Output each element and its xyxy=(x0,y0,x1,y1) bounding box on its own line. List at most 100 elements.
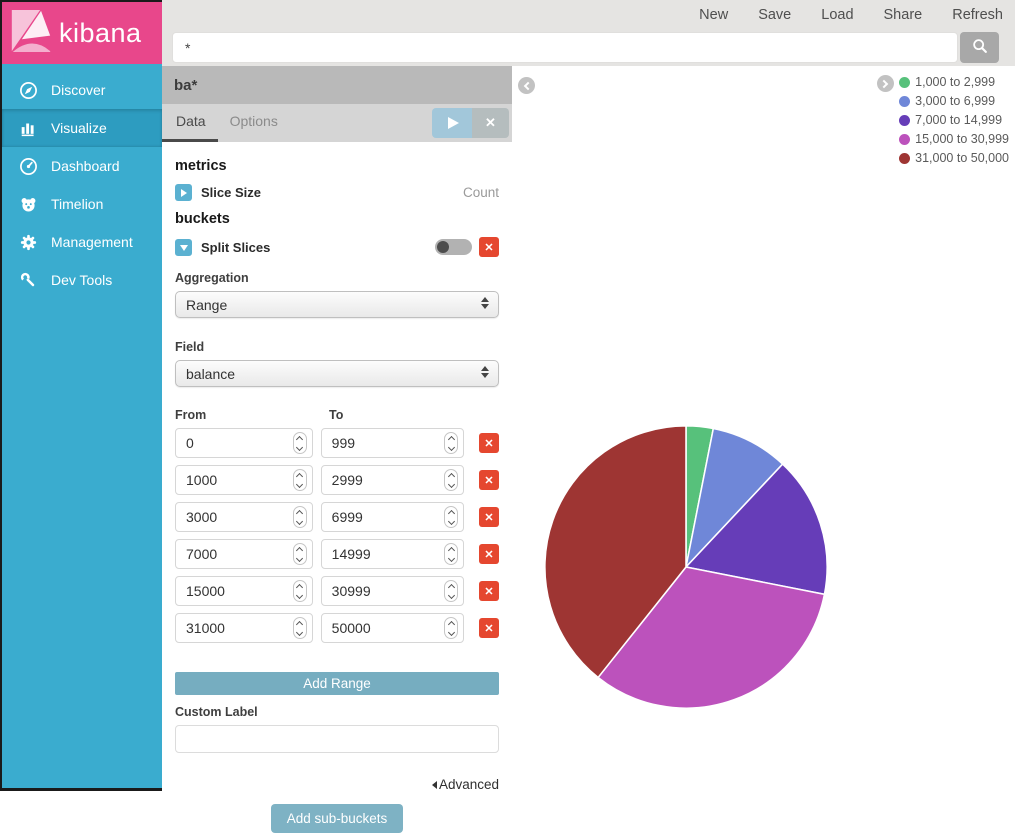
menu-refresh[interactable]: Refresh xyxy=(952,7,1003,23)
range-to-input[interactable] xyxy=(320,613,464,643)
stepper-icon[interactable] xyxy=(292,580,307,602)
range-row: ✕ xyxy=(175,576,499,606)
stepper-icon[interactable] xyxy=(444,506,458,528)
pie-slice-4[interactable] xyxy=(544,425,687,679)
legend-label: 7,000 to 14,999 xyxy=(915,113,1003,127)
stepper-icon[interactable] xyxy=(292,543,307,565)
sidebar-item-label: Timelion xyxy=(51,196,104,212)
legend-label: 31,000 to 50,000 xyxy=(915,151,1009,165)
stepper-icon[interactable] xyxy=(444,617,458,639)
sidebar-item-discover[interactable]: Discover xyxy=(2,71,162,109)
menu-share[interactable]: Share xyxy=(883,7,923,23)
legend-item[interactable]: 1,000 to 2,999 xyxy=(899,75,1009,89)
collapse-split-slices-button[interactable] xyxy=(175,238,192,256)
custom-label-input[interactable] xyxy=(175,725,499,753)
sidebar-item-management[interactable]: Management xyxy=(2,223,162,261)
collapse-editor-button[interactable] xyxy=(518,77,535,94)
enable-bucket-toggle[interactable] xyxy=(435,239,472,255)
range-from-input[interactable] xyxy=(175,613,313,643)
field-value: balance xyxy=(186,365,236,382)
menu-load[interactable]: Load xyxy=(821,7,854,23)
tab-data[interactable]: Data xyxy=(162,104,218,142)
sidebar-item-dev-tools[interactable]: Dev Tools xyxy=(2,261,162,299)
menu-save[interactable]: Save xyxy=(758,7,792,23)
stepper-icon[interactable] xyxy=(444,432,458,454)
legend-item[interactable]: 31,000 to 50,000 xyxy=(899,151,1009,165)
x-icon: ✕ xyxy=(484,474,494,487)
bear-icon xyxy=(18,194,38,214)
editor-action-buttons: ✕ xyxy=(432,108,509,138)
app-title: kibana xyxy=(59,17,142,48)
range-from-input[interactable] xyxy=(175,428,313,458)
bar-chart-icon xyxy=(18,118,38,138)
add-range-button[interactable]: Add Range xyxy=(175,672,499,695)
tab-options[interactable]: Options xyxy=(229,113,278,129)
sidebar-item-label: Dev Tools xyxy=(51,272,113,288)
search-button[interactable] xyxy=(960,32,999,63)
stepper-icon[interactable] xyxy=(292,617,307,639)
pie-chart xyxy=(540,421,832,713)
menu-new[interactable]: New xyxy=(699,7,729,23)
range-from-input[interactable] xyxy=(175,465,313,495)
stepper-icon[interactable] xyxy=(292,432,307,454)
split-slices-label[interactable]: Split Slices xyxy=(201,239,271,255)
x-icon: ✕ xyxy=(484,585,494,598)
to-label: To xyxy=(329,408,344,422)
advanced-label: Advanced xyxy=(438,777,499,792)
range-from-input[interactable] xyxy=(175,502,313,532)
legend-item[interactable]: 7,000 to 14,999 xyxy=(899,113,1009,127)
sidebar-item-timelion[interactable]: Timelion xyxy=(2,185,162,223)
kibana-logo[interactable]: kibana xyxy=(2,2,162,64)
chevron-right-icon xyxy=(181,188,187,197)
range-to-input[interactable] xyxy=(320,539,464,569)
collapse-legend-button[interactable] xyxy=(877,75,895,92)
stepper-icon[interactable] xyxy=(444,580,458,602)
stepper-icon[interactable] xyxy=(292,506,307,528)
legend-label: 15,000 to 30,999 xyxy=(915,132,1009,146)
delete-range-button[interactable]: ✕ xyxy=(479,544,499,564)
add-sub-buckets-button[interactable]: Add sub-buckets xyxy=(270,804,404,833)
stepper-icon[interactable] xyxy=(444,543,458,565)
field-select[interactable]: balance xyxy=(175,360,499,387)
range-to-input[interactable] xyxy=(320,465,464,495)
gauge-icon xyxy=(18,156,38,176)
visualization-area: 1,000 to 2,999 3,000 to 6,999 7,000 to 14,… xyxy=(512,66,1015,791)
aggregation-label: Aggregation xyxy=(175,271,249,285)
editor-body: metrics Slice Size Count buckets Split S… xyxy=(162,142,512,833)
pie-slice-2[interactable] xyxy=(684,463,828,596)
range-to-input[interactable] xyxy=(320,428,464,458)
legend-item[interactable]: 15,000 to 30,999 xyxy=(899,132,1009,146)
remove-bucket-button[interactable]: ✕ xyxy=(479,237,499,257)
search-bar xyxy=(172,32,999,63)
stepper-icon[interactable] xyxy=(292,469,307,491)
advanced-toggle[interactable]: Advanced xyxy=(175,777,499,792)
legend-label: 1,000 to 2,999 xyxy=(915,75,996,89)
select-caret-icon xyxy=(481,297,489,309)
discard-changes-button[interactable]: ✕ xyxy=(472,108,509,138)
pie-slice-3[interactable] xyxy=(597,566,826,709)
range-to-input[interactable] xyxy=(320,576,464,606)
sidebar-item-dashboard[interactable]: Dashboard xyxy=(2,147,162,185)
delete-range-button[interactable]: ✕ xyxy=(479,470,499,490)
delete-range-button[interactable]: ✕ xyxy=(479,507,499,527)
slice-size-value: Count xyxy=(462,185,499,200)
delete-range-button[interactable]: ✕ xyxy=(479,581,499,601)
delete-range-button[interactable]: ✕ xyxy=(479,618,499,638)
editor-tabbar: Data Options ✕ xyxy=(162,104,512,142)
sidebar-item-label: Dashboard xyxy=(51,158,120,174)
legend-item[interactable]: 3,000 to 6,999 xyxy=(899,94,1009,108)
close-icon: ✕ xyxy=(485,115,496,130)
delete-range-button[interactable]: ✕ xyxy=(479,433,499,453)
sidebar-item-label: Visualize xyxy=(51,120,107,136)
range-from-input[interactable] xyxy=(175,576,313,606)
stepper-icon[interactable] xyxy=(444,469,458,491)
slice-size-label[interactable]: Slice Size xyxy=(201,185,261,200)
range-row: ✕ xyxy=(175,613,499,643)
range-to-input[interactable] xyxy=(320,502,464,532)
apply-changes-button[interactable] xyxy=(432,108,472,138)
range-from-input[interactable] xyxy=(175,539,313,569)
aggregation-select[interactable]: Range xyxy=(175,291,499,318)
sidebar-item-visualize[interactable]: Visualize xyxy=(2,109,162,147)
search-input[interactable] xyxy=(172,32,958,63)
expand-slice-size-button[interactable] xyxy=(175,184,192,201)
